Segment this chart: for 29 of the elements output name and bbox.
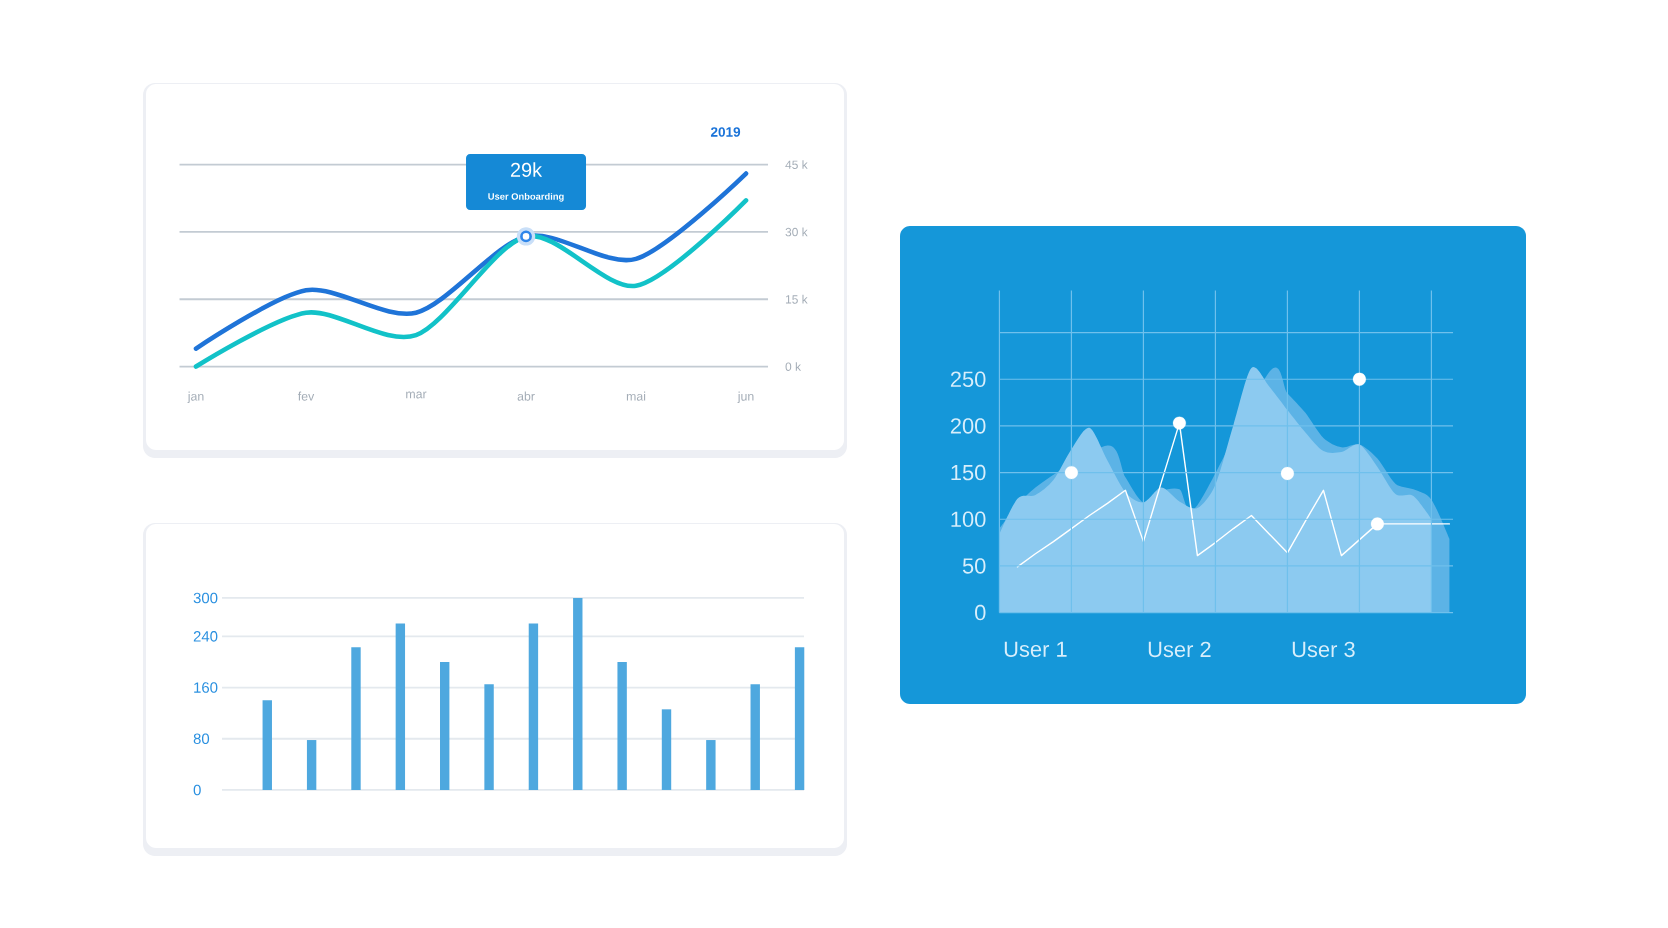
bar: [617, 661, 627, 790]
y-tick-label: 100: [951, 511, 986, 527]
bar: [750, 684, 760, 790]
y-tick-label: 250: [950, 371, 986, 387]
bar: [794, 647, 805, 790]
bar: [262, 700, 272, 790]
bar: [706, 740, 716, 790]
bar: [484, 684, 494, 790]
point: [1172, 416, 1186, 430]
x-tick-label: User 2: [1148, 641, 1211, 658]
point: [1280, 466, 1294, 481]
line-series: [193, 198, 749, 369]
y-tick-label: 150: [951, 464, 986, 481]
y-tick-label: 200: [950, 418, 986, 434]
x-tick-label: User 1: [1004, 641, 1067, 657]
point: [1352, 372, 1366, 386]
y-tick-label: 0: [975, 604, 986, 621]
point: [1370, 517, 1384, 531]
bar: [395, 623, 406, 790]
bar: [306, 740, 317, 790]
annotation: 29k: [510, 162, 543, 177]
bar: [528, 623, 539, 790]
bar: [351, 647, 361, 790]
bar: [661, 709, 672, 790]
y-tick-label: 50: [962, 558, 986, 574]
x-tick-label: User 3: [1292, 641, 1355, 658]
point: [1064, 466, 1078, 480]
bar: [440, 661, 450, 790]
bar: [573, 597, 583, 790]
